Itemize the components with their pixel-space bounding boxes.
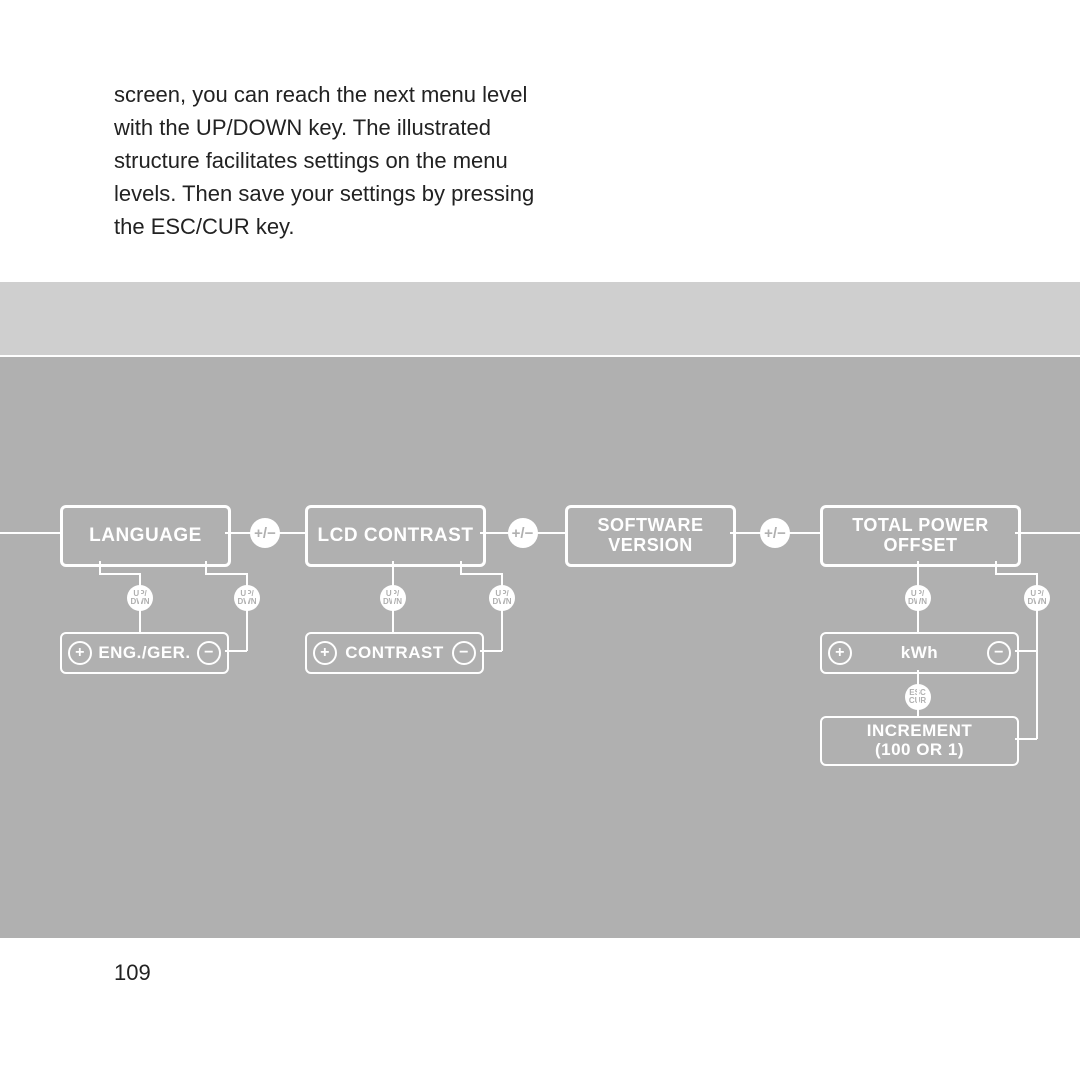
menu-box: LANGUAGE <box>60 505 231 567</box>
submenu-box: +−CONTRAST <box>305 632 484 674</box>
increment-box: INCREMENT(100 OR 1) <box>820 716 1019 766</box>
menu-box: TOTAL POWEROFFSET <box>820 505 1021 567</box>
menu-box: LCD CONTRAST <box>305 505 486 567</box>
plus-minus-icon: +/− <box>508 518 538 548</box>
submenu-box: +−ENG./GER. <box>60 632 229 674</box>
submenu-box: +−kWh <box>820 632 1019 674</box>
plus-minus-icon: +/− <box>760 518 790 548</box>
plus-minus-icon: +/− <box>250 518 280 548</box>
page-number: 109 <box>114 960 151 986</box>
menu-box: SOFTWAREVERSION <box>565 505 736 567</box>
body-text: screen, you can reach the next menu leve… <box>114 78 544 243</box>
